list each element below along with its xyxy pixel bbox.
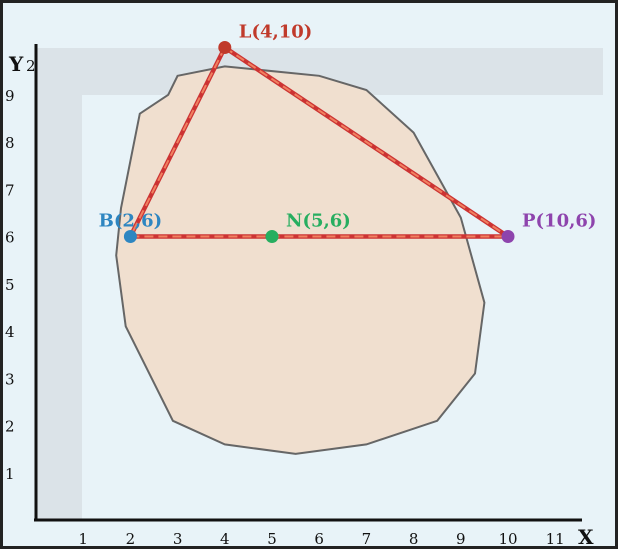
y-axis-label: Y (8, 52, 24, 76)
x-tick-labels: 1 2 3 4 5 6 7 8 9 10 11 (78, 530, 564, 548)
y-tick-label: 4 (5, 323, 15, 341)
y-tick-label: 9 (5, 87, 15, 105)
y-tick-label: 5 (5, 276, 15, 294)
point-n-marker (265, 230, 279, 243)
y-tick-label: 2 (5, 418, 15, 436)
y-tick-labels: 1 2 3 4 5 6 7 8 9 (5, 87, 15, 483)
x-tick-label: 1 (78, 530, 88, 548)
x-tick-label: 11 (546, 530, 565, 548)
x-tick-label: 4 (220, 530, 230, 548)
point-l-marker (218, 41, 232, 54)
point-p-label: P(10,6) (522, 211, 596, 232)
shaded-region (115, 65, 486, 455)
x-tick-label: 6 (314, 530, 324, 548)
x-tick-label: 5 (267, 530, 277, 548)
x-tick-label: 9 (456, 530, 466, 548)
segment-LB-dash (129, 47, 226, 237)
x-tick-label: 2 (126, 530, 136, 548)
y-tick-label: 6 (5, 229, 15, 247)
x-tick-label: 7 (362, 530, 372, 548)
highlight-band-vertical (35, 48, 82, 520)
x-tick-label: 10 (498, 530, 517, 548)
point-b-marker (123, 230, 137, 243)
y-tick-label-partial: 2 (26, 57, 36, 75)
point-l-label: L(4,10) (239, 22, 313, 43)
x-axis-label: X (578, 525, 594, 549)
segment-LP-dash (224, 46, 509, 238)
point-n-label: N(5,6) (286, 211, 351, 232)
point-b-label: B(2,6) (99, 211, 163, 232)
x-tick-label: 8 (409, 530, 419, 548)
triangle-segments (128, 45, 510, 239)
y-tick-label: 8 (5, 134, 15, 152)
x-tick-label: 3 (173, 530, 183, 548)
y-tick-label: 7 (5, 181, 15, 199)
labeled-points: L(4,10) B(2,6) N(5,6) P(10,6) (99, 22, 596, 243)
y-tick-label: 3 (5, 370, 15, 388)
y-tick-label: 1 (5, 465, 15, 483)
point-p-marker (501, 230, 515, 243)
